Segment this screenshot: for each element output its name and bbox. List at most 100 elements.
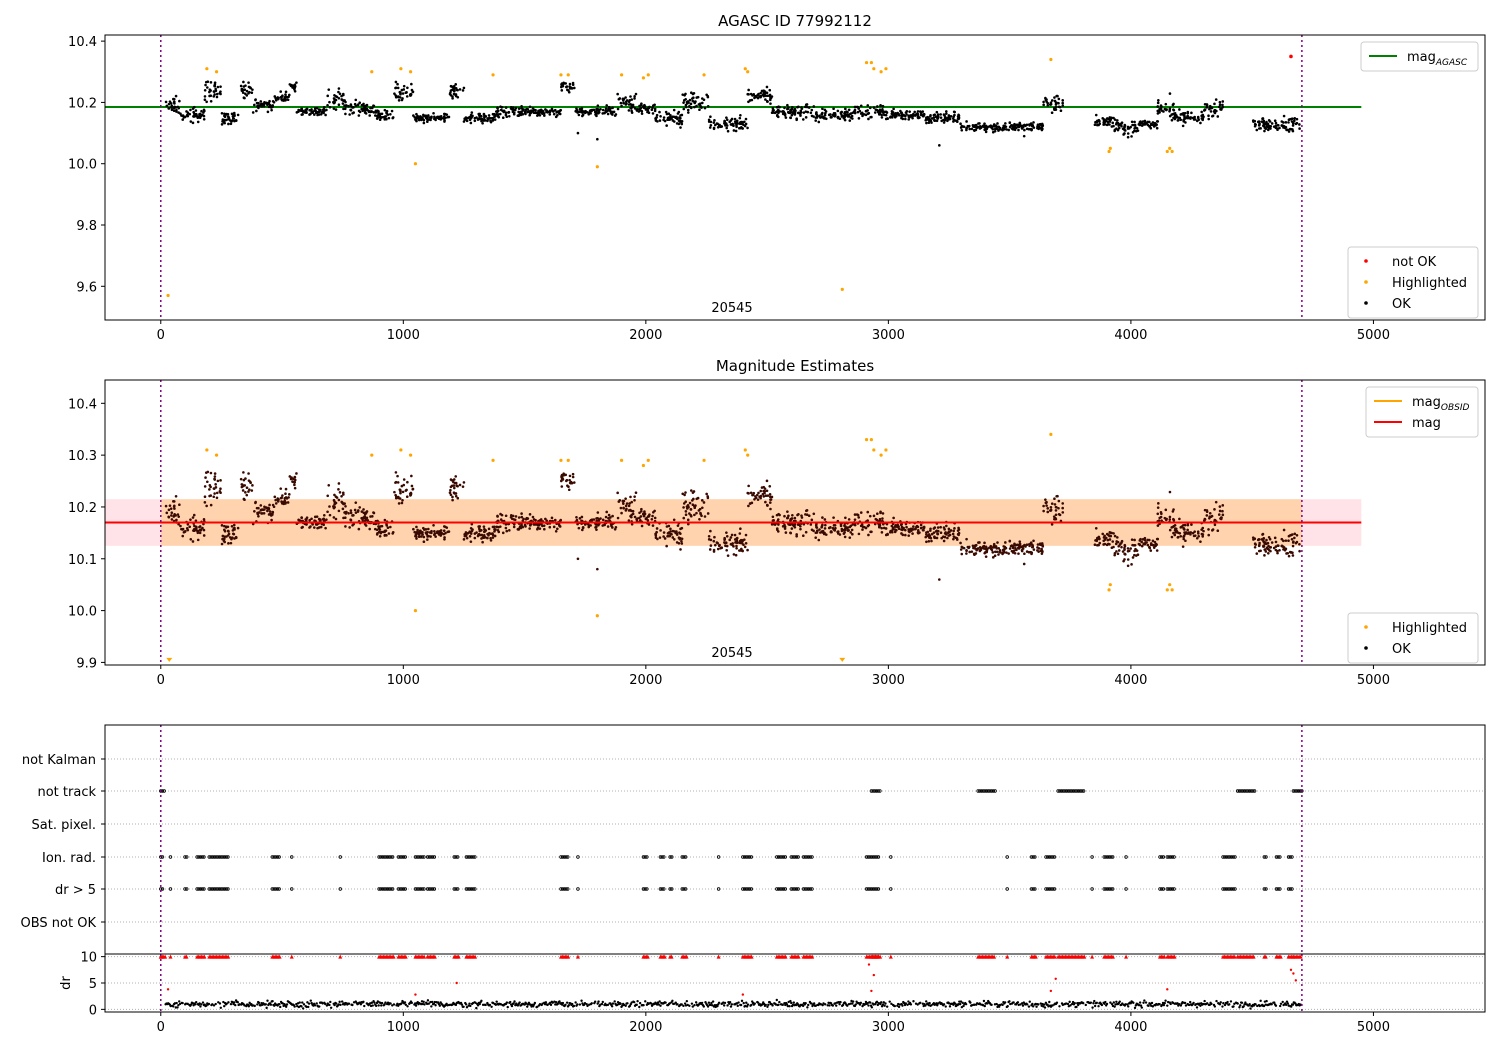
ok-point	[949, 115, 953, 118]
ok-point	[240, 485, 244, 489]
ok-point	[822, 117, 826, 120]
ok-point	[1116, 540, 1120, 544]
ok-point	[912, 525, 915, 528]
flag-marker	[775, 887, 779, 891]
ok-point	[1186, 523, 1190, 527]
ok-point	[738, 116, 742, 120]
highlighted-point	[884, 448, 888, 452]
ok-point	[630, 98, 634, 101]
flag-marker	[1170, 887, 1175, 891]
ok-point	[464, 118, 468, 121]
ok-point	[1027, 550, 1031, 554]
ok-point	[1274, 121, 1278, 125]
highlighted-point	[1170, 149, 1174, 154]
plot-frame	[104, 34, 1486, 321]
ok-point	[853, 518, 857, 521]
ok-point	[1053, 503, 1057, 506]
flag-marker	[789, 855, 794, 859]
highlighted-point	[491, 73, 495, 77]
ok-point	[1256, 538, 1260, 542]
ok-point	[993, 127, 997, 131]
ok-point	[417, 118, 421, 122]
ok-point	[288, 475, 292, 478]
ok-point	[1022, 562, 1026, 566]
ok-point	[489, 120, 493, 124]
ok-point	[974, 123, 978, 127]
ok-point	[606, 112, 610, 116]
ok-point	[903, 528, 907, 532]
ok-point	[616, 92, 619, 96]
ok-point	[784, 116, 788, 119]
ok-point	[677, 110, 681, 114]
ok-point	[735, 539, 739, 542]
highlighted-point	[413, 162, 418, 166]
dr-point	[546, 1003, 549, 1007]
ok-point	[167, 515, 171, 519]
ok-point	[1268, 537, 1272, 541]
flag-marker	[796, 887, 800, 891]
ok-point	[1061, 101, 1064, 105]
x-tick-label: 1000	[387, 673, 420, 688]
ok-point	[487, 534, 490, 537]
ok-point	[1186, 528, 1189, 532]
flag-marker	[1262, 855, 1266, 859]
ok-point	[1020, 549, 1024, 553]
ok-point	[700, 499, 704, 502]
ok-point	[677, 536, 681, 539]
ok-point	[504, 526, 508, 530]
ok-point	[832, 114, 836, 118]
flag-marker	[415, 887, 419, 891]
ok-point	[1041, 545, 1045, 548]
ok-point	[1178, 517, 1181, 521]
ok-point	[206, 480, 209, 484]
ok-point	[213, 477, 216, 481]
ok-point	[992, 542, 996, 546]
flag-marker	[869, 855, 874, 859]
ok-point	[879, 104, 882, 107]
ok-point	[638, 511, 641, 515]
ok-point	[397, 495, 400, 499]
ok-point	[370, 106, 374, 110]
flag-marker	[418, 855, 423, 859]
ok-point	[1040, 547, 1043, 551]
ok-point	[1168, 528, 1172, 532]
ok-point	[880, 531, 884, 534]
ok-point	[1172, 102, 1175, 106]
ok-point	[567, 488, 571, 492]
ok-point	[243, 96, 246, 100]
flag-marker	[1252, 789, 1257, 793]
flag-marker	[741, 887, 745, 891]
ok-point	[1207, 117, 1211, 121]
ok-point	[793, 516, 797, 520]
ok-point	[550, 516, 554, 520]
ok-point	[550, 107, 554, 111]
ok-point	[801, 118, 805, 121]
ok-point	[525, 107, 529, 111]
ok-point	[1102, 123, 1105, 126]
ok-point	[757, 92, 760, 96]
ok-point	[726, 129, 730, 133]
ok-point	[231, 114, 235, 118]
ok-point	[1199, 121, 1202, 125]
flag-marker	[195, 887, 199, 891]
ok-point	[665, 112, 669, 116]
ok-point	[475, 531, 478, 534]
ok-point	[552, 525, 556, 529]
ok-point	[203, 88, 207, 92]
ok-point	[651, 524, 655, 527]
ok-point	[946, 536, 949, 540]
ok-point	[595, 528, 598, 531]
ok-point	[881, 512, 885, 515]
ok-point	[1057, 512, 1061, 516]
ok-point	[985, 549, 989, 552]
ok-point	[682, 516, 686, 520]
ok-point	[976, 548, 979, 551]
ok-point	[231, 532, 235, 536]
dr-point	[389, 1002, 392, 1005]
ok-point	[720, 125, 723, 128]
ok-point	[620, 104, 623, 108]
ok-point	[270, 518, 273, 522]
ok-point	[439, 114, 443, 118]
flag-marker	[1064, 789, 1069, 793]
ok-point	[540, 111, 543, 114]
